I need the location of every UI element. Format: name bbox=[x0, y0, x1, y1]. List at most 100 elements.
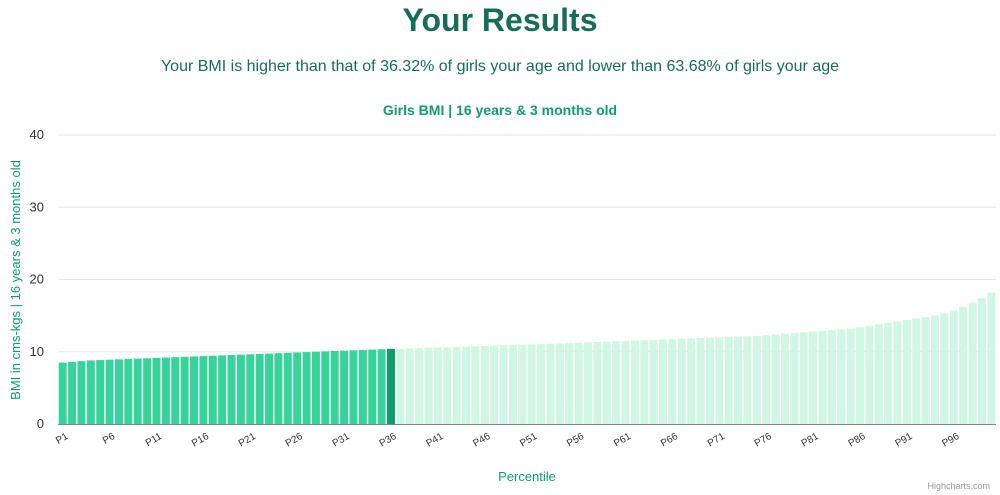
bar-p13[interactable] bbox=[171, 357, 180, 424]
bar-p10[interactable] bbox=[143, 358, 152, 424]
bar-p91[interactable] bbox=[902, 319, 911, 424]
bar-p37[interactable] bbox=[396, 348, 405, 424]
bar-p81[interactable] bbox=[809, 331, 818, 424]
bar-p49[interactable] bbox=[508, 344, 517, 424]
bar-p27[interactable] bbox=[302, 352, 311, 424]
bar-p52[interactable] bbox=[537, 344, 546, 424]
bar-p42[interactable] bbox=[443, 347, 452, 424]
bar-p17[interactable] bbox=[208, 355, 217, 424]
bar-p100[interactable] bbox=[987, 292, 996, 425]
bar-p88[interactable] bbox=[874, 324, 883, 424]
bar-p82[interactable] bbox=[818, 330, 827, 424]
bar-p4[interactable] bbox=[86, 360, 95, 424]
bar-p94[interactable] bbox=[931, 315, 940, 425]
bar-p76[interactable] bbox=[762, 335, 771, 424]
bar-p98[interactable] bbox=[968, 302, 977, 424]
bar-p53[interactable] bbox=[546, 343, 555, 424]
bar-p80[interactable] bbox=[799, 332, 808, 424]
bar-p28[interactable] bbox=[311, 351, 320, 424]
bar-p8[interactable] bbox=[124, 358, 133, 424]
bar-p40[interactable] bbox=[424, 347, 433, 424]
bar-p45[interactable] bbox=[471, 346, 480, 424]
bar-p36[interactable] bbox=[387, 348, 395, 424]
bar-p65[interactable] bbox=[659, 339, 667, 424]
bar-p48[interactable] bbox=[499, 345, 508, 424]
bar-p39[interactable] bbox=[415, 348, 424, 424]
bar-p47[interactable] bbox=[490, 345, 499, 424]
bar-p74[interactable] bbox=[743, 336, 752, 424]
bar-p26[interactable] bbox=[293, 352, 302, 424]
bar-p9[interactable] bbox=[133, 358, 142, 424]
bar-p97[interactable] bbox=[959, 306, 968, 424]
bar-p95[interactable] bbox=[940, 313, 949, 424]
bar-p67[interactable] bbox=[677, 338, 686, 424]
bar-p66[interactable] bbox=[668, 339, 677, 424]
bar-p86[interactable] bbox=[856, 327, 864, 424]
bar-p16[interactable] bbox=[199, 356, 208, 424]
bar-p25[interactable] bbox=[283, 352, 292, 424]
bar-p1[interactable] bbox=[58, 362, 67, 424]
bar-p43[interactable] bbox=[452, 347, 461, 424]
bar-p33[interactable] bbox=[358, 349, 367, 424]
bar-p23[interactable] bbox=[265, 353, 274, 424]
bar-p41[interactable] bbox=[433, 347, 442, 424]
bar-p30[interactable] bbox=[330, 351, 339, 424]
bar-p35[interactable] bbox=[377, 349, 386, 424]
bar-p54[interactable] bbox=[555, 343, 564, 424]
bar-p22[interactable] bbox=[255, 353, 264, 424]
bar-p60[interactable] bbox=[612, 341, 621, 424]
bar-p50[interactable] bbox=[518, 344, 527, 424]
bar-p5[interactable] bbox=[96, 360, 105, 424]
bar-p90[interactable] bbox=[893, 321, 902, 424]
bar-p7[interactable] bbox=[114, 359, 123, 424]
bar-p96[interactable] bbox=[949, 310, 958, 424]
bar-p79[interactable] bbox=[790, 332, 799, 424]
bar-p83[interactable] bbox=[827, 330, 836, 424]
bar-p56[interactable] bbox=[574, 342, 583, 424]
bar-p12[interactable] bbox=[161, 357, 170, 424]
bar-p29[interactable] bbox=[321, 351, 330, 424]
bar-p20[interactable] bbox=[236, 354, 245, 424]
bar-p68[interactable] bbox=[687, 338, 696, 424]
bar-p2[interactable] bbox=[68, 361, 77, 424]
bar-p11[interactable] bbox=[152, 357, 161, 424]
bar-p6[interactable] bbox=[105, 359, 114, 424]
bar-p85[interactable] bbox=[846, 328, 855, 424]
bar-p72[interactable] bbox=[724, 336, 733, 424]
bar-p64[interactable] bbox=[649, 339, 658, 424]
bar-p92[interactable] bbox=[912, 318, 921, 424]
bar-p14[interactable] bbox=[180, 356, 189, 424]
bar-p99[interactable] bbox=[977, 298, 986, 424]
bar-p75[interactable] bbox=[752, 335, 761, 424]
bar-p3[interactable] bbox=[77, 361, 86, 424]
bar-p15[interactable] bbox=[190, 356, 198, 424]
bar-p89[interactable] bbox=[884, 322, 893, 424]
bar-p34[interactable] bbox=[368, 349, 377, 424]
credits-link[interactable]: Highcharts.com bbox=[927, 481, 990, 491]
bar-p51[interactable] bbox=[527, 344, 536, 424]
bar-p46[interactable] bbox=[480, 345, 489, 424]
bar-p78[interactable] bbox=[780, 333, 789, 424]
bar-p61[interactable] bbox=[621, 340, 630, 424]
bar-p19[interactable] bbox=[227, 355, 236, 424]
bar-p55[interactable] bbox=[565, 343, 574, 424]
bar-p21[interactable] bbox=[246, 354, 255, 424]
bar-p31[interactable] bbox=[340, 350, 349, 424]
bar-p69[interactable] bbox=[696, 338, 705, 424]
bar-p93[interactable] bbox=[921, 317, 930, 424]
bar-p44[interactable] bbox=[462, 346, 471, 424]
bar-p18[interactable] bbox=[218, 355, 227, 424]
bar-p73[interactable] bbox=[734, 336, 743, 424]
bar-p84[interactable] bbox=[837, 329, 846, 424]
bar-p70[interactable] bbox=[705, 337, 714, 424]
bar-p71[interactable] bbox=[715, 337, 724, 424]
bar-p87[interactable] bbox=[865, 325, 874, 424]
bar-p77[interactable] bbox=[771, 334, 780, 424]
bar-p63[interactable] bbox=[640, 340, 649, 424]
bar-p32[interactable] bbox=[349, 350, 358, 424]
bar-p57[interactable] bbox=[583, 342, 592, 424]
bar-p24[interactable] bbox=[274, 353, 283, 424]
bar-p62[interactable] bbox=[630, 340, 639, 424]
bar-p59[interactable] bbox=[602, 341, 611, 424]
bar-p38[interactable] bbox=[405, 348, 414, 425]
